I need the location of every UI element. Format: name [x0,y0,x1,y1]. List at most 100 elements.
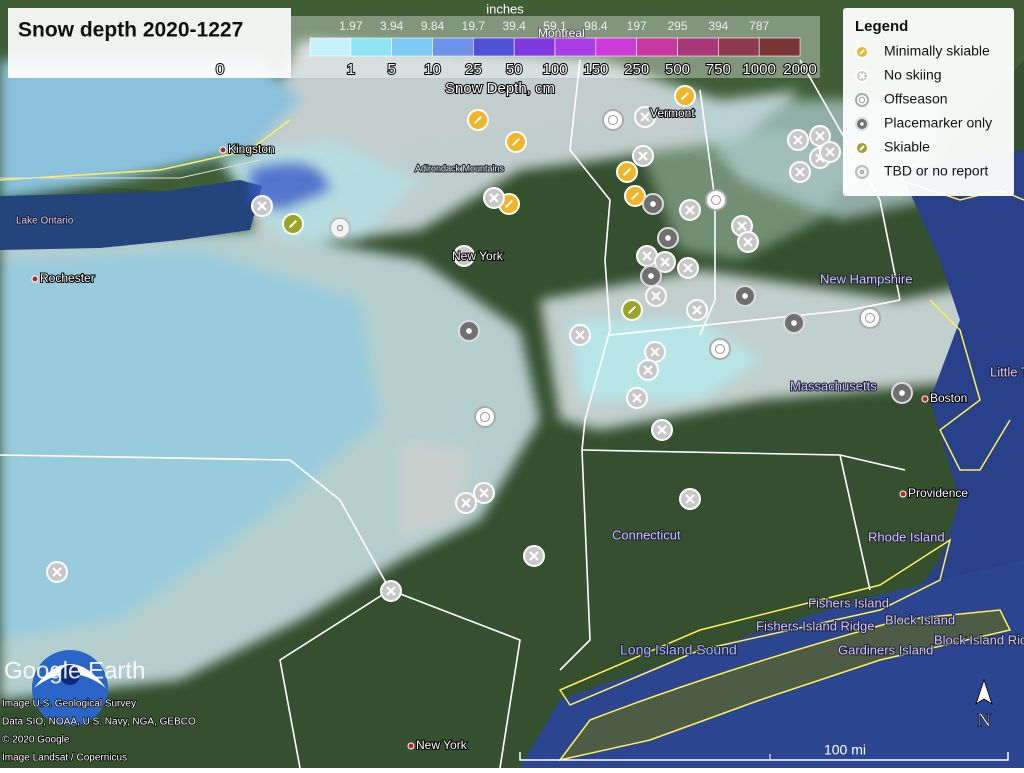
legend-label: No skiing [884,67,942,83]
scale-inch-label: 197 [627,19,647,33]
scale-cm-label: 50 [506,61,523,78]
color-scale: inches Snow Depth, cm 0 1 5 10 25 50 100 150 250… [215,1,820,98]
marker-x [643,365,653,375]
scale-cm-label: 1 [347,61,355,78]
scale-inch-label: 295 [667,19,687,33]
marker-x [461,498,471,508]
marker-x [479,488,489,498]
city-dot [921,395,929,403]
place-label: Fishers Island [808,595,889,610]
place-label: Vermont [650,106,695,120]
credit: Image Landsat / Copernicus [2,753,127,764]
place-label: New York [416,738,468,752]
marker-x [459,251,469,261]
legend-label: Skiable [884,139,930,155]
marker-x [825,147,835,157]
place-label: Kingston [228,142,275,156]
marker-skier [680,91,690,101]
marker-o [602,109,624,131]
scale-swatch [595,37,637,57]
place-label: New York [452,249,504,263]
scale-cm-label: 750 [706,61,731,78]
marker-skier [630,191,640,201]
scale-swatch [636,37,678,57]
marker-dot [336,224,344,232]
legend-label: Minimally skiable [884,43,990,59]
marker-x [657,425,667,435]
city-dot [219,146,227,154]
title-box: Snow depth 2020-1227 [8,8,291,78]
marker-x [692,305,702,315]
scale-inch-label: 1.97 [339,19,363,33]
credit: Image U.S. Geological Survey [2,699,136,710]
scale-swatch [677,37,719,57]
marker-o [859,307,881,329]
scale-cm-label: 10 [424,61,441,78]
marker-o [709,338,731,360]
compass: N [975,678,993,732]
place-label: Long Island Sound [620,642,737,658]
inches-label: inches [486,1,524,16]
marker-dot [791,320,797,326]
marker-x [685,205,695,215]
marker-skier [859,49,865,55]
place-label: Massachusetts [790,378,877,393]
marker-skier [511,137,521,147]
marker-dot [859,169,865,175]
marker-x [795,167,805,177]
place-label: Rhode Island [868,529,945,544]
resort-markers [46,85,913,602]
legend-label: Offseason [884,91,948,107]
marker-skier [473,115,483,125]
scale-cm-label: 250 [624,61,649,78]
marker-x [858,72,866,80]
marker-skier [504,199,514,209]
title: Snow depth 2020-1227 [18,19,243,42]
marker-x [650,347,660,357]
marker-skier [288,219,298,229]
marker-x [743,237,753,247]
scale-cm-label: 100 [542,61,567,78]
scale-inch-label: 39.4 [502,19,526,33]
scale-swatch [718,37,760,57]
scale-cm-label: 25 [465,61,482,78]
legend: Legend Minimally skiable No skiing Offseas… [843,8,1014,196]
marker-ring [864,312,876,324]
legend-title: Legend [855,18,908,35]
marker-ring [858,96,866,104]
marker-skier [859,145,865,151]
scale-inch-label: 3.94 [380,19,404,33]
place-label: Block Island [885,612,955,627]
marker-skier [627,305,637,315]
scale-swatch [309,37,352,57]
place-label: Rochester [40,271,95,285]
title-bg [8,8,291,78]
marker-x [529,551,539,561]
credit: © 2020 Google [2,735,70,746]
marker-skier [622,167,632,177]
marker-x [683,263,693,273]
marker-o [855,93,869,107]
marker-dot [742,293,748,299]
marker-x [640,112,650,122]
state-borders [0,59,906,769]
place-label: Boston [930,391,967,405]
marker-ring [479,411,491,423]
city-dot [407,742,415,750]
place-label: Montreal [538,26,585,40]
credits: Google Earth Image U.S. Geological Surve… [1,650,197,764]
scale-inch-label: 59.1 [543,19,567,33]
legend-label: Placemarker only [884,115,992,131]
marker-x [638,151,648,161]
place-label: Providence [908,486,968,500]
scale-swatch [554,37,597,57]
brand: Google Earth [4,657,145,684]
marker-t [329,217,351,239]
scale-cm-label: 150 [583,61,608,78]
scale-cm-label: 2000 [783,61,816,78]
place-label: Block Island Ridge [934,632,1024,647]
place-label: Lake Ontario [16,216,74,227]
scale-line [519,752,1009,761]
place-label: Gardiners Island [838,642,933,657]
marker-dot [899,390,905,396]
